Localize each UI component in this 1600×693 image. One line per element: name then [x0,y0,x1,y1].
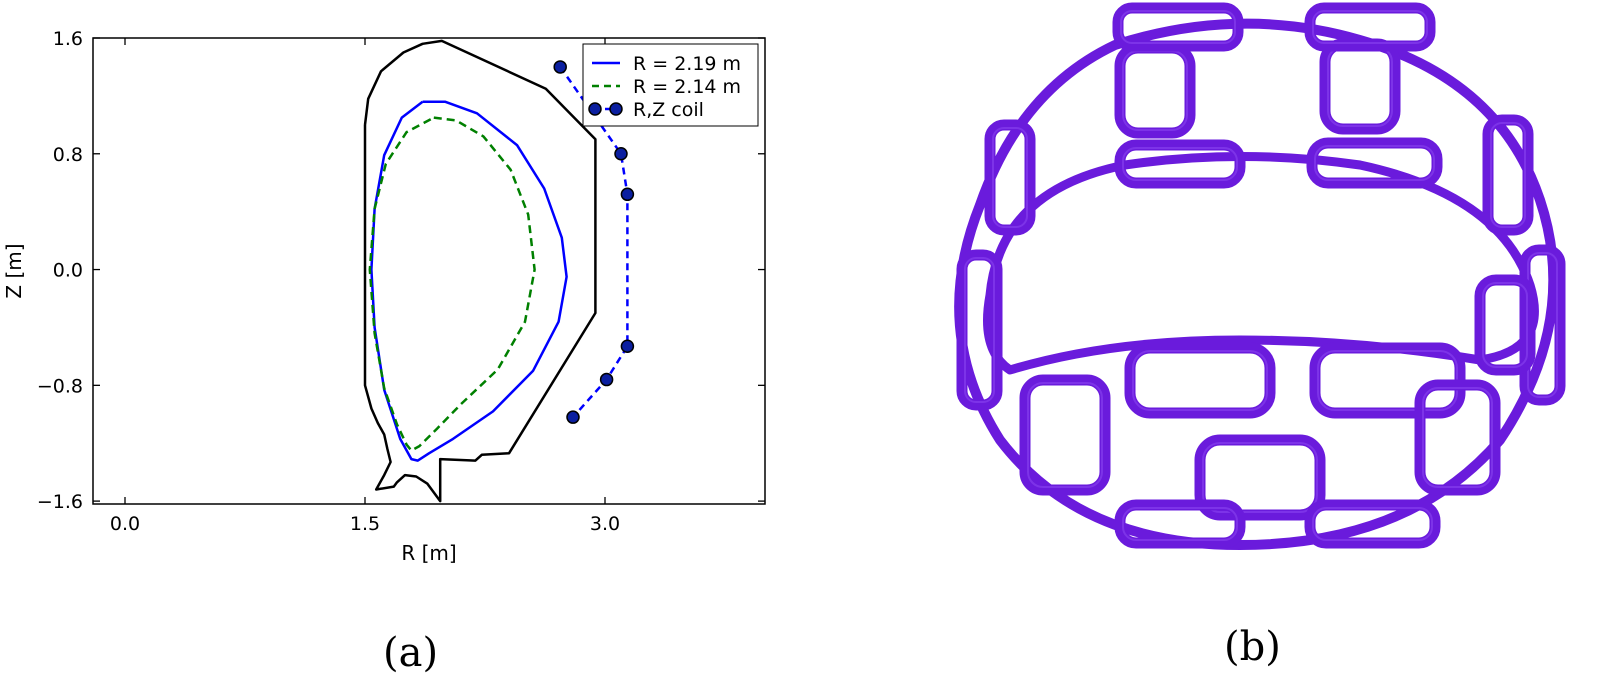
coil-loop [984,119,1036,236]
coil-loop [956,249,1003,411]
coil-loop [1304,499,1441,549]
coil-marker [553,60,567,74]
coil-loop-highlight [1027,382,1103,488]
coil-loop-highlight [1120,10,1236,44]
coil-loop [1114,42,1196,139]
plot-area-frame [92,37,766,505]
y-tick-label: 0.0 [53,260,83,282]
legend-entry: R = 2.19 m [633,53,741,75]
legend-entry: R = 2.14 m [633,76,741,98]
plasma-cross-section-plot: 0.0 1.5 3.0 1.6 0.8 0.0 −0.8 −1.6 R [m] Z [m] R… [2,28,766,565]
coil-loop [1114,499,1246,549]
coil-loop [1112,2,1244,52]
coil-connector-line [559,66,629,419]
coil-ring [983,152,1539,375]
coil-loop-highlight [1122,50,1188,131]
coil-loop [1319,38,1401,135]
coil-loop-highlight [1482,282,1528,368]
coil-loop-highlight [1122,147,1238,181]
coil-loop-highlight [1422,387,1493,488]
coil-loop-highlight [964,257,995,403]
legend-entry: R,Z coil [633,99,704,121]
plasma-boundary-1 [368,116,536,452]
coil-loop [1194,434,1326,521]
coil-loop-highlight [1314,145,1435,181]
x-tick-label: 1.5 [350,513,380,535]
y-tick-label: 0.8 [53,144,83,166]
coil-loop [1306,137,1443,189]
coil-marker [620,339,635,354]
coil-loop [1124,342,1276,419]
vessel-wall-boundary [363,39,597,503]
coil-set-3d-render [954,2,1566,550]
coil-loop [1304,2,1436,52]
coil-loop-highlight [1490,122,1526,228]
coil-marker [599,372,614,387]
coil-marker [620,187,635,202]
y-tick-label: 1.6 [53,28,83,50]
coil-loop-highlight [1312,507,1433,541]
plot-marks [363,39,635,503]
coil-loop-highlight [1312,10,1428,44]
coil-loop [1474,274,1536,376]
coil-loop [1414,379,1501,496]
x-tick-label: 0.0 [110,513,140,535]
coil-ring [954,18,1559,550]
coil-loop-highlight [1122,507,1238,541]
y-tick-label: −0.8 [37,375,83,397]
legend-marker [588,102,602,116]
coil-group [954,2,1566,550]
coil-marker [614,147,628,161]
coil-loop [1482,114,1534,236]
x-tick-label: 3.0 [590,513,620,535]
x-axis-label: R [m] [401,541,456,565]
coil-loop [1114,139,1246,189]
legend: R = 2.19 m R = 2.14 m R,Z coil [582,43,759,127]
caption-b: (b) [1224,624,1281,670]
coil-loop [1019,374,1111,496]
axis-ticks: 0.0 1.5 3.0 1.6 0.8 0.0 −0.8 −1.6 [37,28,765,535]
plasma-boundary-0 [370,100,568,462]
y-tick-label: −1.6 [37,491,83,513]
y-axis-label: Z [m] [2,243,26,298]
coil-loop-highlight [992,127,1028,228]
legend-marker [609,102,623,116]
caption-a: (a) [383,630,439,676]
coil-loop-highlight [1327,46,1393,127]
coil-loop-highlight [1132,350,1268,411]
coil-marker [566,410,580,424]
coil-loop-highlight [1202,442,1318,513]
